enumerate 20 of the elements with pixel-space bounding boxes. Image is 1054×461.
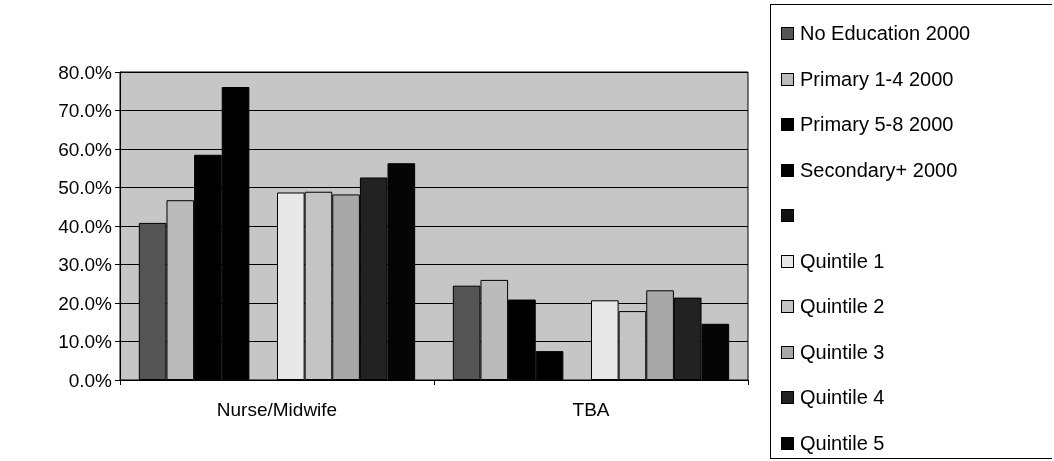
y-tick-label: 50.0% bbox=[58, 177, 113, 198]
legend-label: Quintile 3 bbox=[800, 340, 885, 364]
legend-label: No Education 2000 bbox=[800, 22, 971, 46]
legend-label: Primary 1-4 2000 bbox=[800, 67, 954, 91]
y-tick-label: 80.0% bbox=[58, 61, 113, 83]
y-tick-label: 60.0% bbox=[58, 138, 113, 160]
y-tick-label: 0.0% bbox=[68, 369, 113, 391]
x-tick-label: TBA bbox=[572, 399, 610, 420]
y-tick-label: 70.0% bbox=[58, 100, 113, 121]
x-tick-label: Nurse/Midwife bbox=[216, 399, 338, 420]
legend-label: Quintile 1 bbox=[800, 249, 885, 273]
legend-label: Quintile 5 bbox=[800, 431, 885, 455]
legend-label: Secondary+ 2000 bbox=[800, 158, 958, 182]
y-tick-label: 40.0% bbox=[58, 215, 113, 237]
y-tick-label: 20.0% bbox=[58, 292, 113, 314]
legend-label: Primary 5-8 2000 bbox=[800, 113, 954, 137]
y-tick-label: 30.0% bbox=[58, 254, 113, 275]
legend-label: Quintile 2 bbox=[800, 295, 885, 319]
y-tick-label: 10.0% bbox=[58, 331, 113, 352]
legend-label: Quintile 4 bbox=[800, 386, 885, 410]
